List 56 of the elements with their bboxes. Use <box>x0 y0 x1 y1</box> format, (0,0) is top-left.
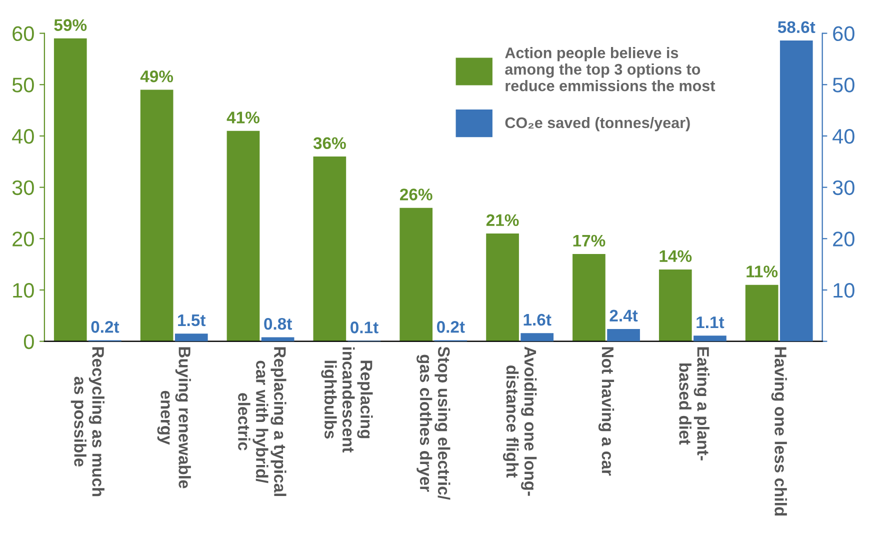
data-label: 14% <box>660 250 692 262</box>
bar <box>313 156 346 342</box>
data-label: 26% <box>400 188 432 200</box>
y2-tick-label: 10 <box>834 282 854 298</box>
y-tick-label: 10 <box>13 282 34 298</box>
x-tick-label: Avoiding one long- distance flight <box>503 346 537 496</box>
data-label: 49% <box>140 70 174 82</box>
x-tick-label: Buying renewable energy <box>157 347 191 488</box>
y2-tick-label: 40 <box>832 128 854 144</box>
y-tick-label: 20 <box>12 232 34 246</box>
legend-label: Action people believe is among the top 3 options to reduce emmissions the most <box>505 47 716 92</box>
bar <box>226 130 260 342</box>
bar <box>54 38 87 342</box>
x-tick-label: Replacing a typical car with hybrid/ electric <box>238 347 286 496</box>
data-label: 0.1t <box>350 322 378 334</box>
data-label: 58.6t <box>778 21 816 34</box>
data-label: 1.6t <box>524 314 552 326</box>
y-tick-label: 60 <box>12 26 34 42</box>
x-tick-label: Not having a car <box>598 347 614 476</box>
x-tick-label: Eating a plant- based diet <box>679 347 710 460</box>
y-tick-label: 0 <box>24 334 34 350</box>
data-label: 36% <box>313 137 346 150</box>
bar <box>694 336 726 342</box>
bar <box>174 334 208 342</box>
data-label: 41% <box>226 112 260 124</box>
data-label: 21% <box>486 214 519 226</box>
data-label: 59% <box>54 19 87 31</box>
y2-tick-label: 30 <box>832 180 854 196</box>
data-label: 17% <box>573 234 606 247</box>
y2-tick-label: 60 <box>833 26 854 42</box>
x-tick-label: Replacing incandescent lightbulbs <box>321 347 373 452</box>
data-label: 2.4t <box>610 310 638 322</box>
bar <box>658 269 692 342</box>
y-tick-label: 50 <box>12 78 34 92</box>
bar <box>572 254 606 342</box>
bar <box>607 329 640 342</box>
data-label: 0.2t <box>436 321 465 333</box>
y2-tick-label: 20 <box>833 232 854 246</box>
data-label: 0.8t <box>264 318 292 330</box>
y2-tick-label: 50 <box>832 78 854 92</box>
bar <box>520 333 554 342</box>
bar <box>486 234 519 342</box>
bar <box>745 284 778 342</box>
data-label: 1.5t <box>178 314 206 326</box>
data-label: 0.2t <box>91 321 120 333</box>
data-label: 11% <box>746 266 778 278</box>
bar <box>780 40 813 342</box>
y-tick-label: 30 <box>12 180 34 196</box>
bar <box>261 337 294 342</box>
bar <box>140 90 174 342</box>
data-label: 1.1t <box>696 316 724 328</box>
bar <box>400 208 433 342</box>
x-tick-label: Recycling as much as possible <box>70 347 104 496</box>
legend-label: CO₂e saved (tonnes/year) <box>505 116 690 132</box>
x-tick-label: Having one less child <box>771 347 787 516</box>
y-tick-label: 40 <box>12 128 34 144</box>
